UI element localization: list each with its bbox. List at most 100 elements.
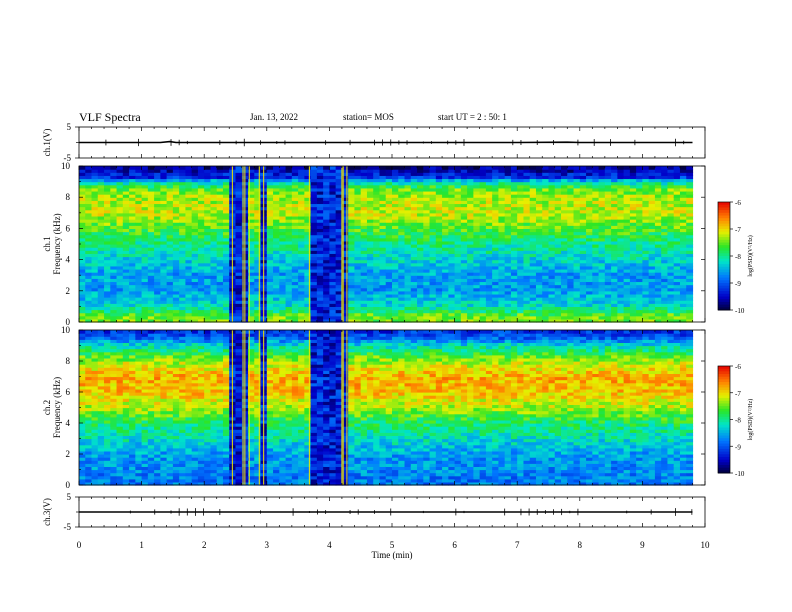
- heatmap-cell: [216, 303, 224, 307]
- heatmap-cell: [348, 175, 356, 180]
- heatmap-cell: [542, 187, 550, 192]
- heatmap-cell: [523, 300, 531, 304]
- heatmap-cell: [304, 172, 312, 176]
- heatmap-cell: [404, 306, 412, 311]
- heatmap-cell: [448, 166, 456, 170]
- heatmap-cell: [279, 244, 287, 248]
- heatmap-cell: [91, 287, 99, 292]
- heatmap-cell: [504, 178, 512, 183]
- heatmap-cell: [535, 169, 543, 173]
- heatmap-cell: [85, 225, 93, 229]
- heatmap-cell: [91, 219, 99, 223]
- heatmap-cell: [298, 297, 305, 301]
- heatmap-cell: [110, 300, 118, 304]
- heatmap-cell: [498, 215, 506, 220]
- heatmap-cell: [166, 287, 174, 292]
- heatmap-cell: [110, 253, 118, 258]
- heatmap-cell: [535, 212, 543, 217]
- heatmap-cell: [467, 219, 474, 223]
- heatmap-cell: [179, 190, 187, 195]
- heatmap-cell: [454, 306, 462, 311]
- heatmap-cell: [410, 290, 418, 295]
- heatmap-cell: [460, 309, 468, 314]
- heatmap-cell: [197, 262, 205, 267]
- heatmap-cell: [561, 200, 568, 205]
- heatmap-cell: [329, 219, 337, 223]
- heatmap-cell: [348, 300, 356, 304]
- heatmap-cell: [535, 253, 543, 258]
- heatmap-cell: [366, 212, 374, 217]
- heatmap-cell: [235, 184, 243, 189]
- heatmap-cell: [492, 172, 500, 176]
- heatmap-cell: [310, 290, 318, 295]
- heatmap-cell: [222, 315, 230, 320]
- heatmap-cell: [254, 231, 262, 236]
- heatmap-cell: [97, 178, 105, 183]
- heatmap-cell: [454, 312, 462, 317]
- heatmap-cell: [191, 197, 199, 201]
- heatmap-cell: [354, 197, 362, 201]
- heatmap-cell: [285, 228, 293, 233]
- heatmap-cell: [135, 250, 143, 254]
- heatmap-cell: [442, 268, 449, 273]
- heatmap-cell: [179, 262, 187, 267]
- heatmap-cell: [335, 225, 343, 229]
- heatmap-cell: [279, 275, 287, 279]
- heatmap-cell: [341, 184, 349, 189]
- heatmap-cell: [523, 262, 531, 267]
- heatmap-cell: [122, 215, 130, 220]
- heatmap-cell: [379, 209, 387, 214]
- heatmap-cell: [379, 184, 387, 189]
- heatmap-cell: [160, 312, 168, 317]
- heatmap-cell: [348, 222, 356, 226]
- heatmap-cell: [254, 197, 262, 201]
- heatmap-cell: [116, 275, 124, 279]
- heatmap-cell: [216, 209, 224, 214]
- heatmap-cell: [323, 194, 330, 198]
- heatmap-cell: [248, 306, 255, 311]
- heatmap-cell: [185, 290, 193, 295]
- heatmap-cell: [504, 272, 512, 276]
- heatmap-cell: [291, 256, 299, 261]
- heatmap-cell: [373, 228, 381, 233]
- heatmap-cell: [548, 225, 556, 229]
- heatmap-cell: [273, 268, 280, 273]
- heatmap-cell: [91, 231, 99, 236]
- heatmap-cell: [179, 312, 187, 317]
- heatmap-cell: [79, 212, 86, 217]
- heatmap-cell: [179, 166, 187, 170]
- heatmap-cell: [485, 178, 493, 183]
- heatmap-cell: [191, 256, 199, 261]
- heatmap-cell: [435, 203, 443, 208]
- heatmap-cell: [210, 197, 218, 201]
- heatmap-cell: [185, 272, 193, 276]
- heatmap-cell: [542, 194, 550, 198]
- heatmap-cell: [129, 203, 136, 208]
- heatmap-cell: [129, 259, 136, 264]
- heatmap-cell: [266, 244, 274, 248]
- heatmap-cell: [323, 231, 330, 236]
- heatmap-cell: [442, 275, 449, 279]
- heatmap-cell: [191, 272, 199, 276]
- heatmap-cell: [104, 290, 111, 295]
- heatmap-cell: [160, 250, 168, 254]
- heatmap-cell: [492, 219, 500, 223]
- heatmap-cell: [535, 306, 543, 311]
- heatmap-cell: [298, 240, 305, 245]
- heatmap-cell: [310, 259, 318, 264]
- heatmap-cell: [467, 231, 474, 236]
- heatmap-cell: [266, 247, 274, 251]
- heatmap-cell: [104, 278, 111, 283]
- heatmap-cell: [222, 256, 230, 261]
- heatmap-cell: [548, 293, 556, 298]
- heatmap-cell: [485, 228, 493, 233]
- heatmap-cell: [304, 250, 312, 254]
- heatmap-cell: [279, 169, 287, 173]
- heatmap-cell: [141, 247, 149, 251]
- heatmap-cell: [254, 268, 262, 273]
- heatmap-cell: [97, 309, 105, 314]
- heatmap-cell: [548, 262, 556, 267]
- heatmap-cell: [398, 206, 406, 211]
- heatmap-cell: [473, 300, 481, 304]
